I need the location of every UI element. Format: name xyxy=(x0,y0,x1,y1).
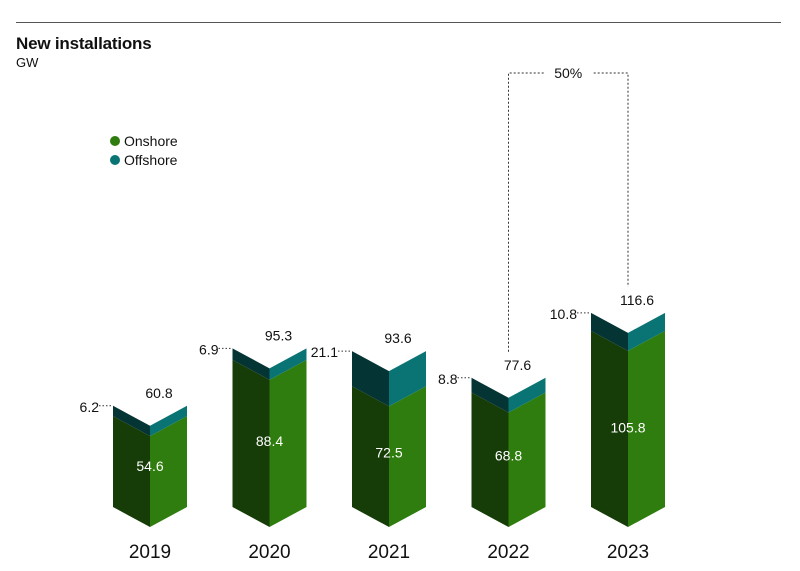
bar-onshore-2023 xyxy=(591,330,665,527)
bar-offshore-2021-left-face xyxy=(352,351,389,407)
offshore-value-label-2020: 6.9 xyxy=(199,341,219,357)
legend-offshore-marker xyxy=(110,155,120,165)
onshore-value-label-2020: 88.4 xyxy=(256,433,283,449)
total-label-2019: 60.8 xyxy=(145,385,172,401)
bar-offshore-2023 xyxy=(591,312,665,351)
bar-offshore-2022-left-face xyxy=(471,377,509,413)
bar-onshore-2019-right-face xyxy=(150,416,187,527)
growth-annotation: 50% xyxy=(508,63,629,352)
bar-offshore-2020-right-face xyxy=(269,348,307,380)
bar-onshore-2023-left-face xyxy=(591,330,628,527)
bar-onshore-2019-left-face xyxy=(113,416,150,527)
growth-label-bg xyxy=(544,63,593,83)
bar-onshore-2022-right-face xyxy=(508,392,546,527)
bar-offshore-2022 xyxy=(471,377,546,413)
offshore-value-label-2022: 8.8 xyxy=(438,371,458,387)
x-tick-label-2021: 2021 xyxy=(368,542,410,563)
offshore-value-label-2023: 10.8 xyxy=(550,306,577,322)
bar-offshore-2023-right-face xyxy=(628,312,665,351)
bar-onshore-2020-left-face xyxy=(232,359,270,527)
top-rule xyxy=(16,22,781,23)
bar-2022: 68.8 8.8 77.6 2022 xyxy=(438,357,546,563)
bars: 54.6 6.2 60.8 2019 88.4 6.9 95.3 2020 72.5 21.1 93… xyxy=(80,292,665,563)
bar-onshore-2020-right-face xyxy=(269,359,307,527)
total-label-2020: 95.3 xyxy=(265,327,292,343)
total-label-2022: 77.6 xyxy=(504,357,531,373)
x-tick-label-2023: 2023 xyxy=(607,542,649,563)
bar-offshore-2019 xyxy=(113,405,187,437)
bar-onshore-2022 xyxy=(471,392,546,527)
legend-onshore-label: Onshore xyxy=(124,133,178,149)
legend-offshore-label: Offshore xyxy=(124,152,178,168)
x-tick-label-2020: 2020 xyxy=(248,542,290,563)
bar-2021: 72.5 21.1 93.6 2021 xyxy=(311,330,426,563)
bar-offshore-2019-right-face xyxy=(150,405,187,437)
bar-offshore-2021 xyxy=(352,351,426,407)
bar-2019: 54.6 6.2 60.8 2019 xyxy=(80,385,187,563)
bar-onshore-2021 xyxy=(352,386,426,527)
legend-onshore-marker xyxy=(110,136,120,146)
bar-offshore-2020 xyxy=(232,348,307,380)
total-label-2023: 116.6 xyxy=(620,292,654,308)
offshore-value-label-2021: 21.1 xyxy=(311,344,338,360)
onshore-value-label-2019: 54.6 xyxy=(136,458,163,474)
bar-onshore-2019 xyxy=(113,416,187,527)
bar-2020: 88.4 6.9 95.3 2020 xyxy=(199,327,307,563)
offshore-value-label-2019: 6.2 xyxy=(80,399,100,415)
x-tick-label-2022: 2022 xyxy=(487,542,529,563)
bar-onshore-2023-right-face xyxy=(628,330,665,527)
onshore-value-label-2023: 105.8 xyxy=(610,420,645,436)
bar-offshore-2023-left-face xyxy=(591,312,628,351)
bar-onshore-2020 xyxy=(232,359,307,527)
total-label-2021: 93.6 xyxy=(384,330,411,346)
bar-2023: 105.8 10.8 116.6 2023 xyxy=(550,292,665,563)
onshore-value-label-2021: 72.5 xyxy=(375,445,402,461)
onshore-value-label-2022: 68.8 xyxy=(495,447,522,463)
growth-bracket xyxy=(508,72,629,352)
bar-onshore-2022-left-face xyxy=(471,392,509,527)
growth-label: 50% xyxy=(554,65,582,81)
bar-offshore-2019-left-face xyxy=(113,405,150,437)
chart-unit: GW xyxy=(16,55,39,70)
bar-offshore-2020-left-face xyxy=(232,348,270,380)
bar-offshore-2022-right-face xyxy=(508,377,546,413)
chart-title: New installations xyxy=(16,34,152,53)
bar-onshore-2021-left-face xyxy=(352,386,389,527)
x-tick-label-2019: 2019 xyxy=(129,542,171,563)
legend: Onshore Offshore xyxy=(110,133,178,168)
bar-offshore-2021-right-face xyxy=(389,351,426,407)
bar-onshore-2021-right-face xyxy=(389,386,426,527)
